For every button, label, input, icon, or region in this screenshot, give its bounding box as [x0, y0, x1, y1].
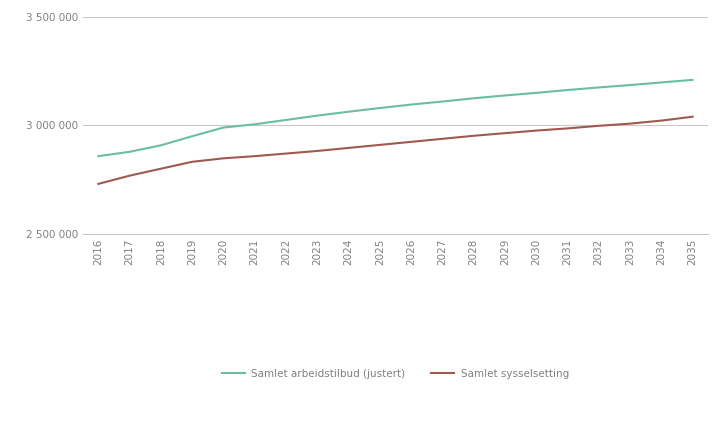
Samlet arbeidstilbud (justert)	[595, 85, 603, 90]
Samlet arbeidstilbud (justert)	[375, 105, 384, 111]
Legend: Samlet arbeidstilbud (justert), Samlet sysselsetting: Samlet arbeidstilbud (justert), Samlet s…	[218, 365, 573, 383]
Samlet sysselsetting	[282, 151, 290, 156]
Samlet sysselsetting	[657, 118, 666, 123]
Samlet sysselsetting	[188, 159, 196, 164]
Samlet sysselsetting	[563, 126, 572, 131]
Samlet sysselsetting	[438, 136, 446, 142]
Samlet sysselsetting	[157, 166, 165, 171]
Samlet sysselsetting	[500, 130, 509, 136]
Samlet arbeidstilbud (justert)	[532, 91, 541, 96]
Samlet arbeidstilbud (justert)	[282, 117, 290, 122]
Samlet arbeidstilbud (justert)	[313, 113, 321, 118]
Samlet sysselsetting	[407, 139, 416, 144]
Samlet sysselsetting	[344, 145, 353, 150]
Samlet arbeidstilbud (justert)	[188, 134, 196, 139]
Samlet arbeidstilbud (justert)	[125, 149, 134, 154]
Samlet arbeidstilbud (justert)	[500, 93, 509, 98]
Samlet arbeidstilbud (justert)	[219, 125, 228, 130]
Samlet sysselsetting	[94, 181, 103, 187]
Samlet arbeidstilbud (justert)	[94, 153, 103, 159]
Line: Samlet arbeidstilbud (justert): Samlet arbeidstilbud (justert)	[99, 80, 692, 156]
Samlet sysselsetting	[470, 133, 478, 138]
Line: Samlet sysselsetting: Samlet sysselsetting	[99, 117, 692, 184]
Samlet arbeidstilbud (justert)	[438, 99, 446, 104]
Samlet sysselsetting	[532, 128, 541, 133]
Samlet sysselsetting	[688, 114, 697, 119]
Samlet sysselsetting	[375, 142, 384, 147]
Samlet sysselsetting	[313, 148, 321, 153]
Samlet arbeidstilbud (justert)	[657, 80, 666, 85]
Samlet sysselsetting	[626, 121, 634, 126]
Samlet arbeidstilbud (justert)	[688, 77, 697, 82]
Samlet sysselsetting	[250, 153, 259, 159]
Samlet sysselsetting	[595, 123, 603, 128]
Samlet arbeidstilbud (justert)	[626, 82, 634, 88]
Samlet arbeidstilbud (justert)	[470, 96, 478, 101]
Samlet arbeidstilbud (justert)	[157, 143, 165, 148]
Samlet arbeidstilbud (justert)	[563, 88, 572, 93]
Samlet sysselsetting	[219, 156, 228, 161]
Samlet arbeidstilbud (justert)	[250, 122, 259, 127]
Samlet sysselsetting	[125, 173, 134, 178]
Samlet arbeidstilbud (justert)	[407, 102, 416, 107]
Samlet arbeidstilbud (justert)	[344, 109, 353, 114]
